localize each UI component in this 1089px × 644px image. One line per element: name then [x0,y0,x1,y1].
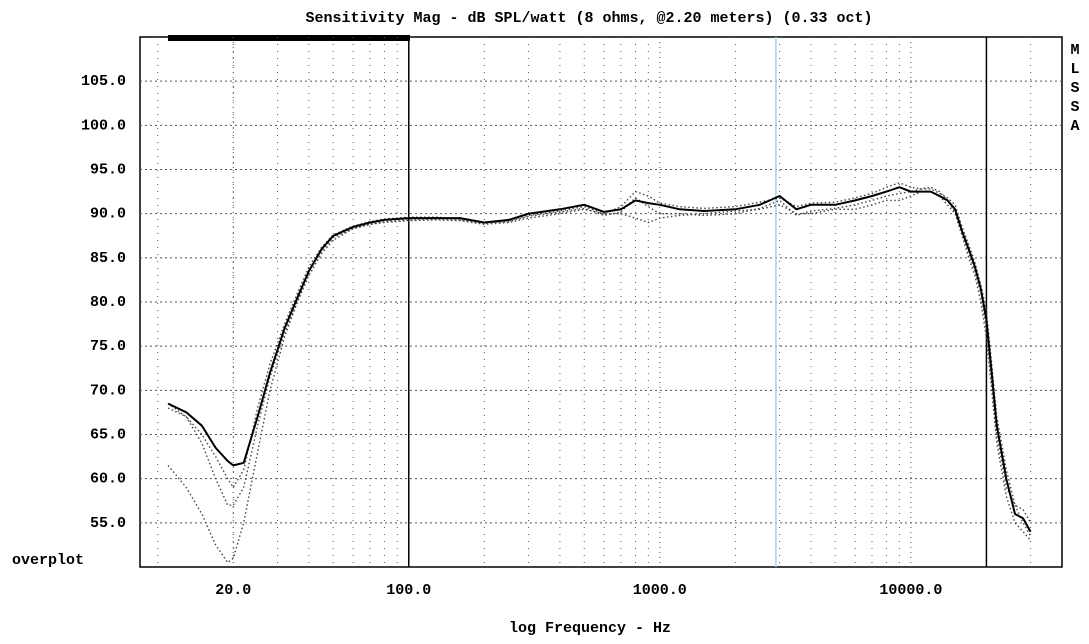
side-label: S [1070,99,1079,116]
series-line [167,186,1032,533]
y-tick-label: 70.0 [90,382,126,399]
y-tick-label: 55.0 [90,515,126,532]
x-tick-label: 1000.0 [633,582,687,599]
side-label: L [1070,61,1079,78]
side-label: S [1070,80,1079,97]
x-tick-label: 10000.0 [879,582,942,599]
corner-label: overplot [12,552,84,569]
y-tick-label: 100.0 [81,117,126,134]
series-line [167,190,1032,564]
y-tick-label: 60.0 [90,471,126,488]
x-tick-label: 100.0 [386,582,431,599]
chart-title: Sensitivity Mag - dB SPL/watt (8 ohms, @… [305,10,872,27]
y-tick-label: 85.0 [90,250,126,267]
y-tick-label: 90.0 [90,206,126,223]
y-tick-label: 65.0 [90,426,126,443]
y-tick-label: 75.0 [90,338,126,355]
y-tick-label: 105.0 [81,73,126,90]
x-tick-label: 20.0 [215,582,251,599]
side-label: M [1070,42,1079,59]
series-line [167,182,1032,524]
y-tick-label: 95.0 [90,161,126,178]
side-label: A [1070,118,1079,135]
y-tick-label: 80.0 [90,294,126,311]
title-bar [168,35,410,41]
x-axis-label: log Frequency - Hz [509,620,671,637]
